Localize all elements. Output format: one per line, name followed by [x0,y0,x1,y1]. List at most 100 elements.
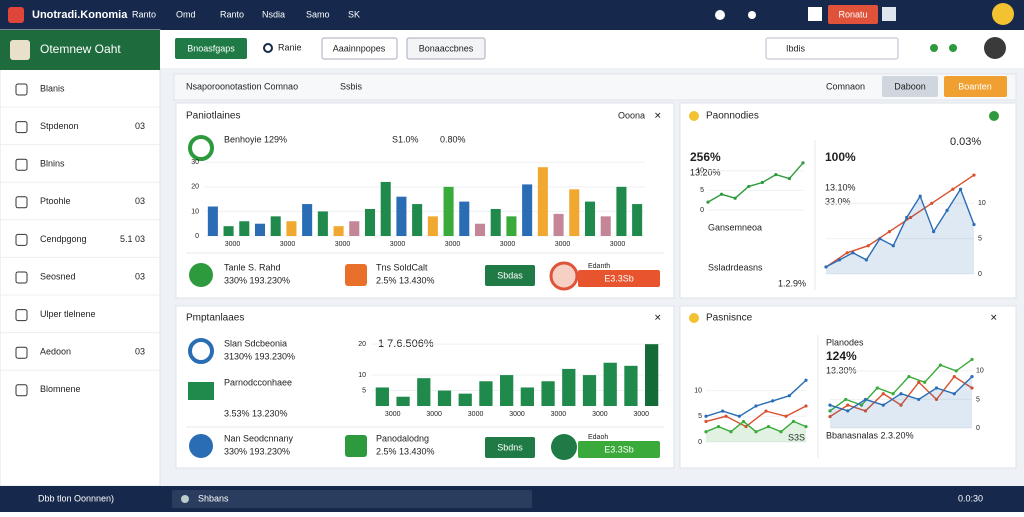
bar [624,365,638,406]
line [705,405,807,428]
x-tick-label: 3000 [509,411,525,418]
menu-label[interactable]: Ulper tlelnene [40,309,96,319]
bar [317,211,328,236]
note: Ssladrdeasns [708,262,763,272]
taskbar-search[interactable] [172,490,532,508]
point [899,392,903,396]
point [787,176,792,181]
nav-item[interactable]: SK [348,9,360,19]
icon[interactable] [882,7,896,21]
bar [417,378,431,406]
brand: Unotradi.Konomia [32,9,128,21]
point [952,374,956,379]
close[interactable]: ✕ [654,110,662,120]
menu-badge: 03 [135,271,145,281]
bar [396,196,407,236]
stat: 0.03% [950,136,981,148]
icon[interactable] [930,44,938,52]
metric: 124% [826,349,857,363]
x-tick-label: 3000 [445,241,461,248]
point [938,363,943,367]
point [932,230,936,234]
sidebar-menu: Blanis Stpdenon 03 Blnins Ptoohle 03 Cendpgong… [0,83,160,397]
radio-label: Ranie [278,42,302,52]
button[interactable] [321,37,398,60]
point [804,378,808,382]
breadcrumb[interactable]: Nsaporoonotastion Comnao [186,81,298,91]
primary-button[interactable] [175,38,247,59]
icon[interactable] [949,44,957,52]
point [958,187,963,191]
icon[interactable] [808,7,822,21]
radio[interactable] [263,43,273,53]
menu-label[interactable]: Aedoon [40,347,71,357]
line [829,358,973,412]
menu-label[interactable]: Blnins [40,159,65,169]
y-tick-label: 5 [362,387,366,394]
note: Gansemneoa [708,222,762,232]
point [930,201,934,205]
point [828,409,832,413]
button[interactable] [485,437,535,458]
bar [380,181,391,236]
menu-label[interactable]: Seosned [40,271,76,281]
avatar[interactable] [992,3,1014,25]
nav-item[interactable]: Ranto [132,9,156,19]
menu-label[interactable]: Ptoohle [40,196,71,206]
nav-item[interactable]: Ranto [220,9,244,19]
button[interactable] [882,76,938,97]
search-box[interactable] [765,37,899,60]
button[interactable] [944,76,1007,97]
kpi-title: Tns SoldCalt [376,262,428,272]
panel [679,102,1017,299]
point [899,403,903,407]
menu-badge: 03 [135,347,145,357]
bar [616,186,627,236]
donut-icon [188,338,214,364]
point [704,414,708,418]
icon[interactable] [748,11,756,19]
menu-label[interactable]: Blanis [40,83,65,93]
point [779,430,783,434]
bar [270,216,281,236]
point [791,419,796,424]
button[interactable] [485,265,535,286]
kpi-icon [549,261,579,291]
menu-label[interactable]: Stpdenon [40,121,79,131]
menu-label[interactable]: Blomnene [40,384,81,394]
bar [364,208,376,236]
x-tick-label: 3000 [555,241,571,248]
x-tick-label: 3000 [633,411,649,418]
point [846,409,850,413]
clock: 0.0:30 [958,493,983,503]
close[interactable]: ✕ [990,312,998,322]
button[interactable] [406,37,486,60]
point [954,369,958,373]
menu-label[interactable]: Cendpgong [40,234,87,244]
avatar[interactable] [984,37,1006,59]
panel-menu[interactable]: Ooona [618,110,645,120]
nav-item[interactable]: Samo [306,9,330,19]
bar [500,375,514,406]
close[interactable]: ✕ [654,312,662,322]
button-label: Sbdns [497,442,523,452]
nav-item[interactable]: Omd [176,9,196,19]
bar [333,226,344,236]
top-button[interactable] [828,5,878,24]
button-label: Aaainnpopes [333,43,386,53]
legend: S1.0% [392,134,419,144]
kpi-value: 330% 193.230% [224,446,290,456]
nav-item[interactable]: Nsdia [262,9,285,19]
y-tick-label: 30 [191,159,199,166]
menu-icon [15,158,28,171]
icon[interactable] [989,111,999,121]
point [733,196,737,200]
menu-icon [15,346,28,359]
breadcrumb[interactable]: Ssbis [340,81,363,91]
start-label[interactable]: Dbb tlon Oonnnen) [38,493,114,503]
bar [645,344,659,406]
icon[interactable] [715,10,725,20]
bar [603,362,617,406]
bar [254,223,266,236]
icon [181,495,189,503]
